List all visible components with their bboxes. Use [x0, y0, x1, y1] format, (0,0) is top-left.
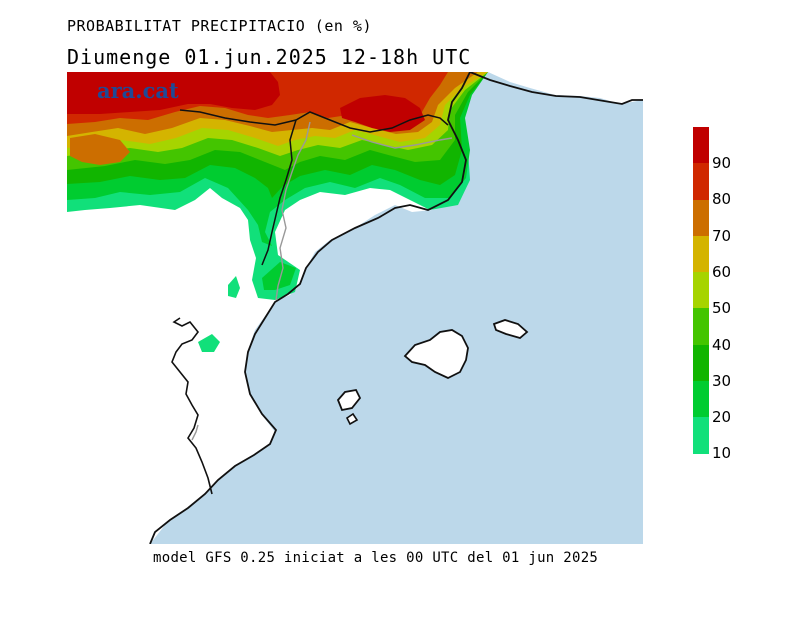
- legend-tick: 20: [712, 408, 732, 426]
- ara-cat-logo: ara.cat: [97, 78, 179, 103]
- island-formentera: [345, 412, 359, 426]
- legend-tick: 90: [712, 154, 732, 172]
- model-footer: model GFS 0.25 iniciat a les 00 UTC del …: [153, 550, 599, 566]
- coastline: [149, 72, 471, 544]
- map-subtitle: Diumenge 01.jun.2025 12-18h UTC: [67, 45, 472, 69]
- legend-swatch-40: [693, 308, 709, 345]
- legend-swatch-60: [693, 235, 709, 273]
- legend-swatch-50: [693, 272, 709, 309]
- legend-swatch-10: [693, 417, 709, 454]
- color-legend: [693, 127, 709, 454]
- outside-area: [67, 210, 150, 544]
- map-title: PROBABILITAT PRECIPITACIO (en %): [67, 17, 372, 35]
- island-mallorca: [403, 329, 469, 379]
- legend-swatch-80: [693, 163, 709, 200]
- island-ibiza: [336, 388, 362, 412]
- border-france-spain: [179, 109, 449, 133]
- legend-tick: 40: [712, 336, 732, 354]
- legend-tick: 50: [712, 299, 732, 317]
- island-menorca: [492, 319, 529, 339]
- legend-tick: 60: [712, 263, 732, 281]
- legend-tick: 30: [712, 372, 732, 390]
- legend-tick: 70: [712, 227, 732, 245]
- prob-band-90: [67, 72, 280, 114]
- legend-tick: 10: [712, 444, 732, 462]
- legend-tick: 80: [712, 190, 732, 208]
- border-region-black: [261, 119, 297, 266]
- legend-swatch-20: [693, 381, 709, 418]
- legend-swatch-70: [693, 199, 709, 236]
- border-catalonia: [275, 121, 311, 301]
- legend-swatch-90: [693, 127, 709, 164]
- legend-swatch-30: [693, 344, 709, 382]
